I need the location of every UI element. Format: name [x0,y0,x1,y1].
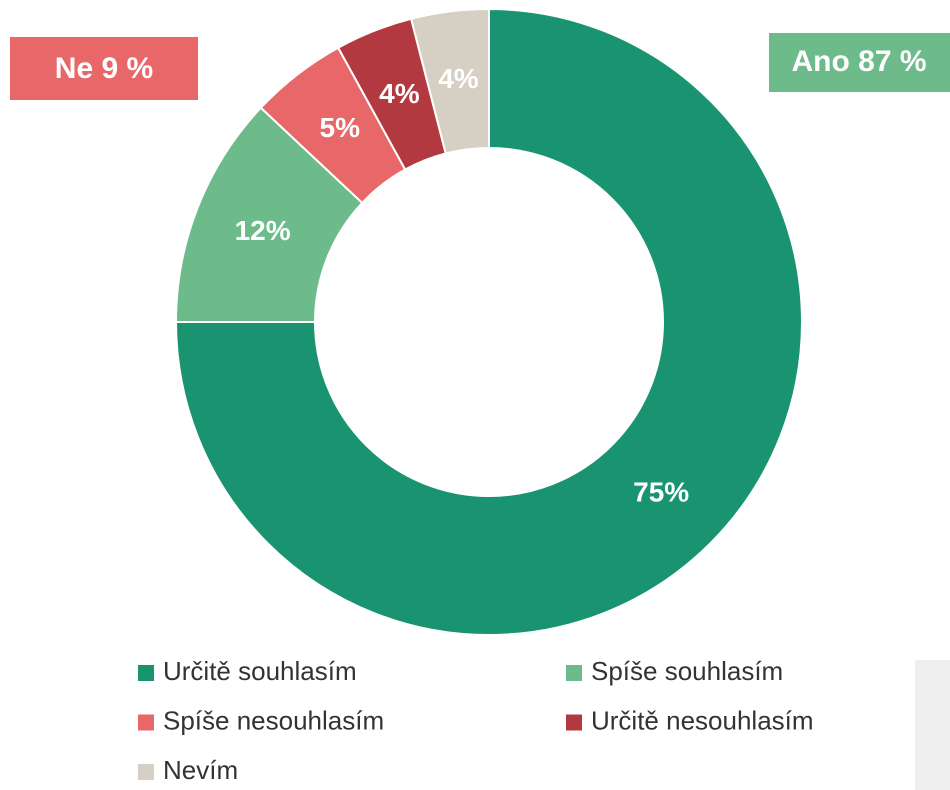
data-label: 75% [633,477,689,508]
legend-swatch [138,665,154,681]
donut-slice [174,7,803,636]
data-label: 5% [320,112,361,143]
legend-swatch [138,764,154,780]
annotation: Ne 9 % [55,52,153,85]
annotation-box [10,37,198,100]
legend-swatch [138,714,154,731]
data-label: 4% [379,78,420,109]
donut-slice [409,7,490,155]
annotation-box [769,33,950,92]
legend-swatch [566,714,582,731]
legend-label: Spíše souhlasím [591,656,783,686]
legend-swatch [566,665,582,681]
legend-label: Spíše nesouhlasím [163,705,384,735]
donut-slice [174,106,364,323]
legend-label: Určitě nesouhlasím [591,705,814,735]
data-label: 12% [235,215,291,246]
side-panel [915,660,950,790]
legend-label: Nevím [163,755,238,785]
annotation: Ano 87 % [791,45,926,78]
legend-label: Určitě souhlasím [163,656,357,686]
data-label: 4% [438,63,479,94]
